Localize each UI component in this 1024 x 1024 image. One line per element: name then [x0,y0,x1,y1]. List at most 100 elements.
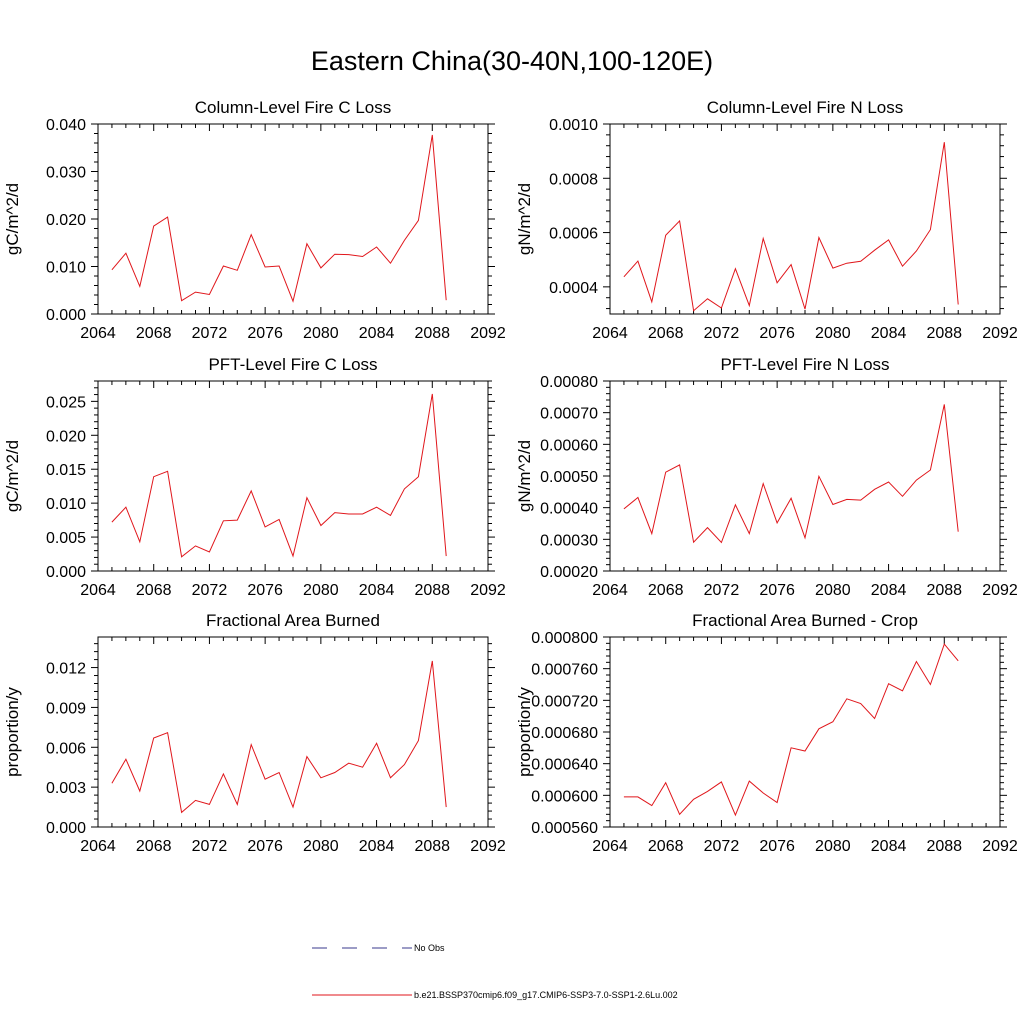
plot-frame [609,380,1001,572]
x-tick-label: 2068 [136,582,172,599]
panel-title: PFT-Level Fire N Loss [720,355,889,374]
y-tick-label: 0.00080 [540,374,598,391]
x-tick-label: 2084 [871,838,907,855]
y-tick-label: 0.00050 [540,469,598,486]
x-tick-label: 2088 [926,838,962,855]
y-axis-label: proportion/y [515,687,534,777]
series-line [111,393,447,558]
y-axis-label: gN/m^2/d [515,183,534,255]
chart-panel-4: 2064 2068 2072 2076 2080 2084 2088 2092 0.00020 0… [515,355,1018,599]
x-tick-label: 2088 [926,582,962,599]
panel-title: Column-Level Fire N Loss [707,98,904,117]
y-tick-label: 0.000800 [531,630,598,647]
x-tick-label: 2068 [136,325,172,342]
x-tick-label: 2088 [414,838,450,855]
series-line [623,643,959,817]
x-tick-label: 2080 [303,582,339,599]
x-tick-label: 2068 [648,325,684,342]
plot-frame [609,123,1001,315]
y-tick-label: 0.000680 [531,725,598,742]
y-tick-label: 0.000640 [531,757,598,774]
legend-swatch-solid [312,994,412,996]
series-line [623,142,959,312]
legend-no-obs: No Obs [0,940,1024,960]
x-tick-label: 2080 [815,582,851,599]
y-tick-label: 0.0006 [549,226,598,243]
y-axis-label: gC/m^2/d [3,183,22,255]
y-tick-label: 0.030 [46,165,86,182]
y-tick-label: 0.000760 [531,662,598,679]
chart-panel-6: 2064 2068 2072 2076 2080 2084 2088 2092 0.000560… [515,611,1018,855]
series-line [623,404,959,544]
x-tick-label: 2088 [414,582,450,599]
y-tick-label: 0.000 [46,564,86,581]
y-tick-label: 0.009 [46,700,86,717]
x-tick-label: 2084 [871,325,907,342]
x-tick-label: 2084 [359,582,395,599]
chart-panel-5: 2064 2068 2072 2076 2080 2084 2088 2092 0.000 0.0… [3,611,506,855]
y-tick-label: 0.020 [46,428,86,445]
y-tick-label: 0.0010 [549,117,598,134]
x-tick-label: 2084 [871,582,907,599]
panel-title: Fractional Area Burned - Crop [692,611,918,630]
x-tick-label: 2092 [470,838,506,855]
x-tick-label: 2064 [80,325,116,342]
series-line [111,660,447,814]
x-tick-label: 2072 [704,325,740,342]
x-tick-label: 2088 [926,325,962,342]
x-tick-label: 2072 [192,838,228,855]
panel-title: Fractional Area Burned [206,611,380,630]
y-tick-label: 0.0004 [549,280,598,297]
x-tick-label: 2064 [592,325,628,342]
x-tick-label: 2084 [359,325,395,342]
x-tick-label: 2068 [136,838,172,855]
x-tick-label: 2068 [648,582,684,599]
y-tick-label: 0.003 [46,780,86,797]
x-tick-label: 2092 [982,838,1018,855]
x-tick-label: 2084 [359,838,395,855]
y-axis-label: gN/m^2/d [515,440,534,512]
legend-swatch-dashed [312,947,412,949]
plot-frame [97,636,489,828]
y-axis-label: proportion/y [3,687,22,777]
y-tick-label: 0.000 [46,307,86,324]
x-tick-label: 2064 [80,582,116,599]
x-tick-label: 2064 [592,582,628,599]
series-line [111,134,447,303]
chart-panel-3: 2064 2068 2072 2076 2080 2084 2088 2092 0.000 0.0… [3,355,506,599]
y-tick-label: 0.012 [46,661,86,678]
y-tick-label: 0.00060 [540,437,598,454]
x-tick-label: 2076 [247,582,283,599]
y-tick-label: 0.000 [46,820,86,837]
y-tick-label: 0.0008 [549,171,598,188]
y-axis-label: gC/m^2/d [3,440,22,512]
y-tick-label: 0.010 [46,260,86,277]
y-tick-label: 0.00070 [540,406,598,423]
y-tick-label: 0.015 [46,462,86,479]
x-tick-label: 2072 [192,582,228,599]
y-tick-label: 0.010 [46,496,86,513]
legend-label-no-obs: No Obs [414,943,445,953]
y-tick-label: 0.006 [46,740,86,757]
x-tick-label: 2076 [759,838,795,855]
panel-title: Column-Level Fire C Loss [195,98,392,117]
x-tick-label: 2080 [815,325,851,342]
y-tick-label: 0.025 [46,394,86,411]
y-tick-label: 0.040 [46,117,86,134]
legend-label-model: b.e21.BSSP370cmip6.f09_g17.CMIP6-SSP3-7.… [414,990,678,1000]
x-tick-label: 2076 [759,582,795,599]
panel-title: PFT-Level Fire C Loss [208,355,377,374]
x-tick-label: 2072 [192,325,228,342]
chart-panel-2: 2064 2068 2072 2076 2080 2084 2088 2092 0.0004 0.… [515,98,1018,342]
x-tick-label: 2068 [648,838,684,855]
x-tick-label: 2092 [982,582,1018,599]
x-tick-label: 2064 [592,838,628,855]
y-tick-label: 0.005 [46,530,86,547]
x-tick-label: 2092 [470,582,506,599]
x-tick-label: 2080 [815,838,851,855]
x-tick-label: 2092 [982,325,1018,342]
y-tick-label: 0.020 [46,212,86,229]
x-tick-label: 2064 [80,838,116,855]
x-tick-label: 2072 [704,582,740,599]
